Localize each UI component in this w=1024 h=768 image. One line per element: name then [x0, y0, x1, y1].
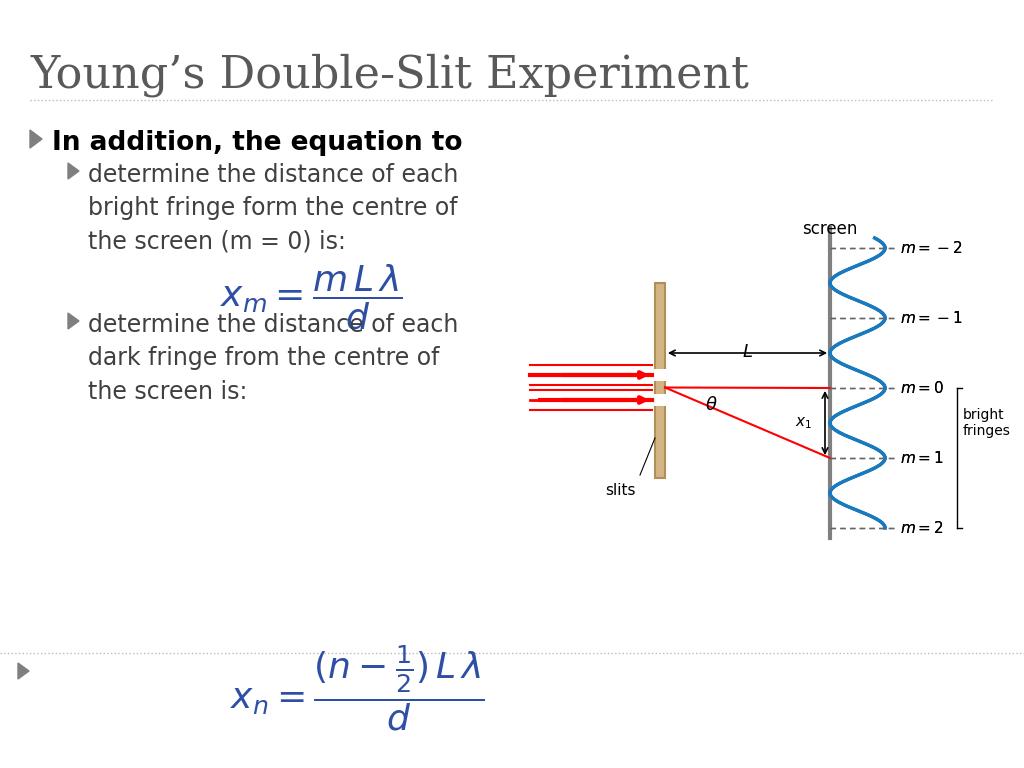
Text: $m = 0$: $m = 0$	[900, 380, 944, 396]
FancyBboxPatch shape	[654, 394, 666, 406]
Text: $m = -2$: $m = -2$	[900, 240, 963, 256]
Text: determine the distance of each
bright fringe form the centre of
the screen (m = : determine the distance of each bright fr…	[88, 163, 459, 254]
Polygon shape	[68, 163, 79, 179]
Text: $m = -2$: $m = -2$	[900, 240, 963, 256]
Text: $x_1$: $x_1$	[795, 415, 812, 431]
Text: Young’s Double-Slit Experiment: Young’s Double-Slit Experiment	[30, 53, 749, 97]
Polygon shape	[30, 130, 42, 148]
Text: $m = 0$: $m = 0$	[900, 380, 944, 396]
Text: $m = 1$: $m = 1$	[900, 450, 944, 466]
Text: determine the distance of each
dark fringe from the centre of
the screen is:: determine the distance of each dark frin…	[88, 313, 459, 404]
Text: slits: slits	[605, 483, 635, 498]
FancyBboxPatch shape	[655, 283, 665, 478]
Polygon shape	[68, 313, 79, 329]
Text: In addition, the equation to: In addition, the equation to	[52, 130, 463, 156]
Text: $L$: $L$	[742, 343, 753, 361]
Text: $x_m = \dfrac{m\,L\,\lambda}{d}$: $x_m = \dfrac{m\,L\,\lambda}{d}$	[220, 263, 402, 333]
Text: $m = 1$: $m = 1$	[900, 450, 944, 466]
Text: screen: screen	[803, 220, 858, 238]
Text: $m = -1$: $m = -1$	[900, 310, 963, 326]
Text: $m = 2$: $m = 2$	[900, 520, 944, 536]
Text: $x_n = \dfrac{(n-\frac{1}{2})\,L\,\lambda}{d}$: $x_n = \dfrac{(n-\frac{1}{2})\,L\,\lambd…	[230, 643, 485, 733]
Text: $m = -1$: $m = -1$	[900, 310, 963, 326]
Text: $\theta$: $\theta$	[705, 396, 718, 414]
Polygon shape	[18, 663, 29, 679]
FancyBboxPatch shape	[654, 369, 666, 381]
Text: bright
fringes: bright fringes	[963, 408, 1011, 438]
Text: $m = 2$: $m = 2$	[900, 520, 944, 536]
